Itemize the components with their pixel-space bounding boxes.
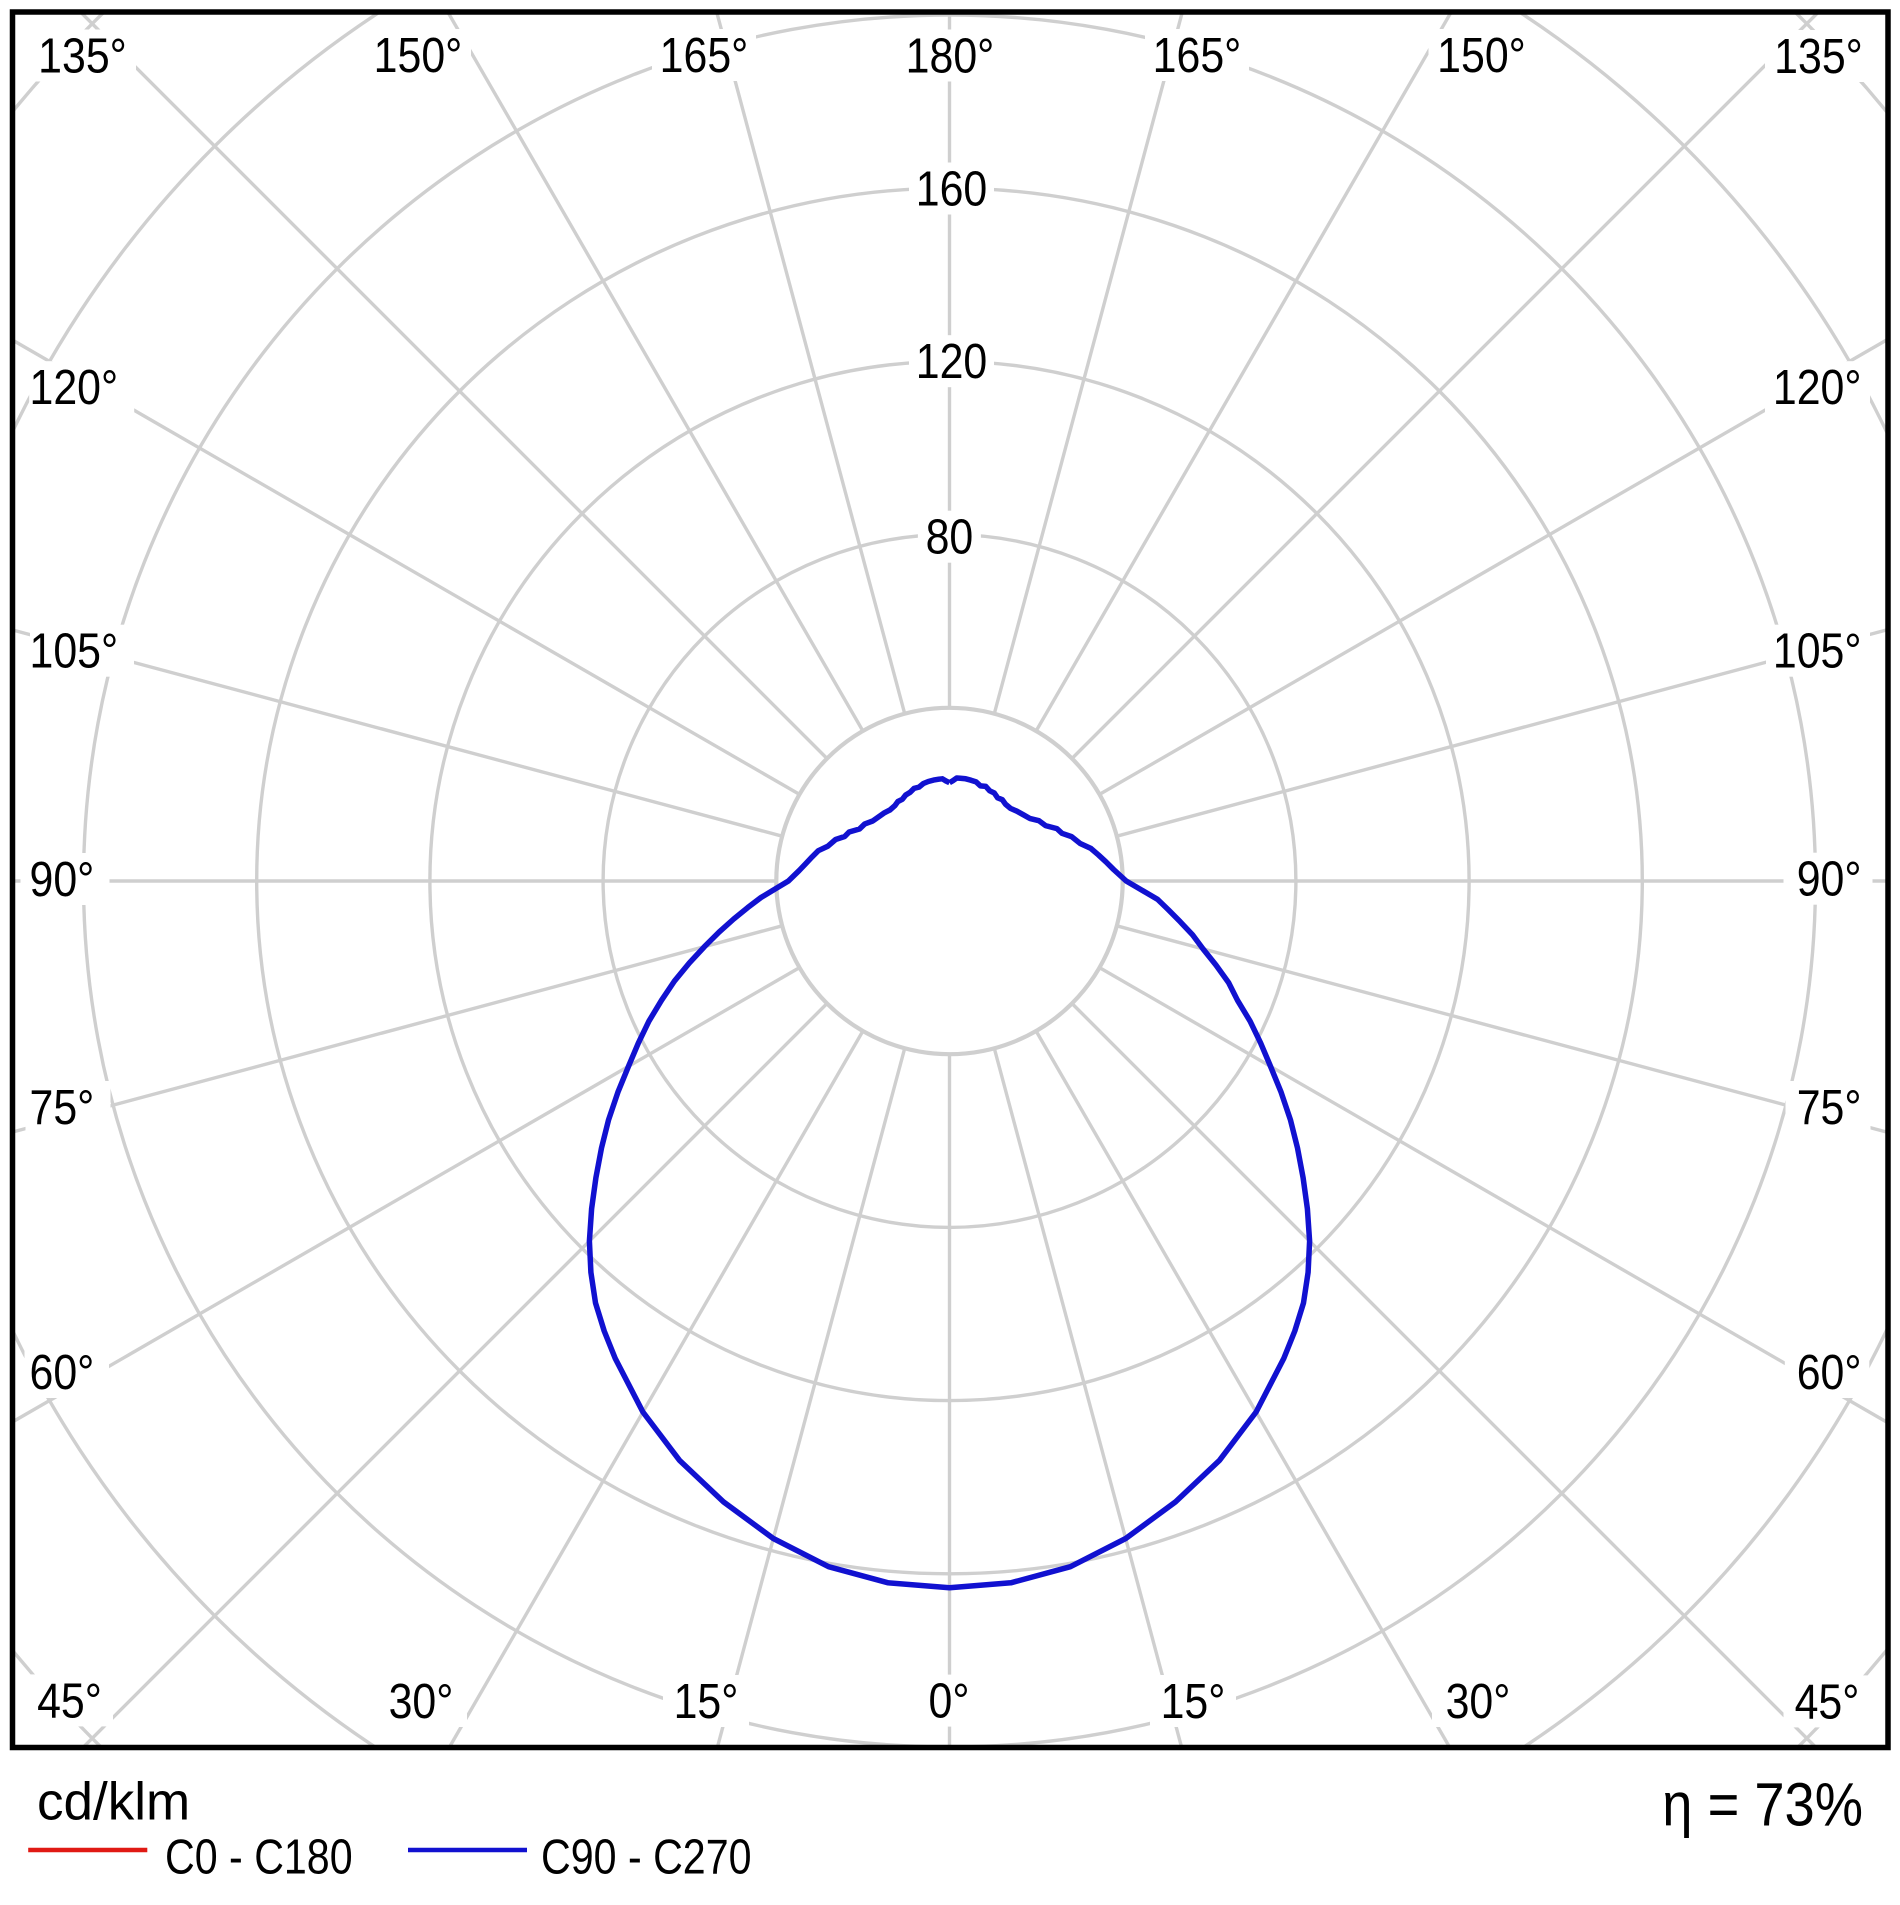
svg-text:30°: 30° [389, 1673, 454, 1728]
svg-text:75°: 75° [1797, 1079, 1862, 1134]
svg-text:60°: 60° [1797, 1344, 1862, 1399]
svg-text:45°: 45° [1795, 1674, 1860, 1729]
svg-text:135°: 135° [1774, 28, 1863, 83]
svg-text:105°: 105° [30, 623, 119, 678]
svg-text:105°: 105° [1773, 623, 1862, 678]
svg-text:120: 120 [916, 333, 988, 388]
svg-text:60°: 60° [30, 1344, 95, 1399]
svg-text:90°: 90° [30, 851, 95, 906]
svg-text:η = 73%: η = 73% [1662, 1772, 1863, 1840]
svg-text:120°: 120° [30, 359, 119, 414]
svg-text:80: 80 [926, 509, 974, 564]
svg-text:75°: 75° [30, 1079, 95, 1134]
svg-text:30°: 30° [1446, 1673, 1511, 1728]
svg-text:180°: 180° [906, 28, 995, 83]
svg-text:15°: 15° [674, 1673, 739, 1728]
svg-text:150°: 150° [1437, 27, 1526, 82]
svg-text:150°: 150° [374, 27, 463, 82]
svg-text:cd/klm: cd/klm [37, 1773, 190, 1832]
svg-text:C0 - C180: C0 - C180 [165, 1829, 353, 1884]
svg-text:135°: 135° [38, 28, 127, 83]
svg-text:C90 - C270: C90 - C270 [541, 1829, 751, 1884]
svg-text:120°: 120° [1773, 359, 1862, 414]
svg-text:45°: 45° [37, 1673, 102, 1728]
svg-text:165°: 165° [1153, 27, 1242, 82]
svg-text:0°: 0° [929, 1673, 970, 1728]
svg-text:160: 160 [916, 161, 988, 216]
svg-text:165°: 165° [660, 27, 749, 82]
svg-text:90°: 90° [1797, 851, 1862, 906]
svg-text:15°: 15° [1161, 1673, 1226, 1728]
